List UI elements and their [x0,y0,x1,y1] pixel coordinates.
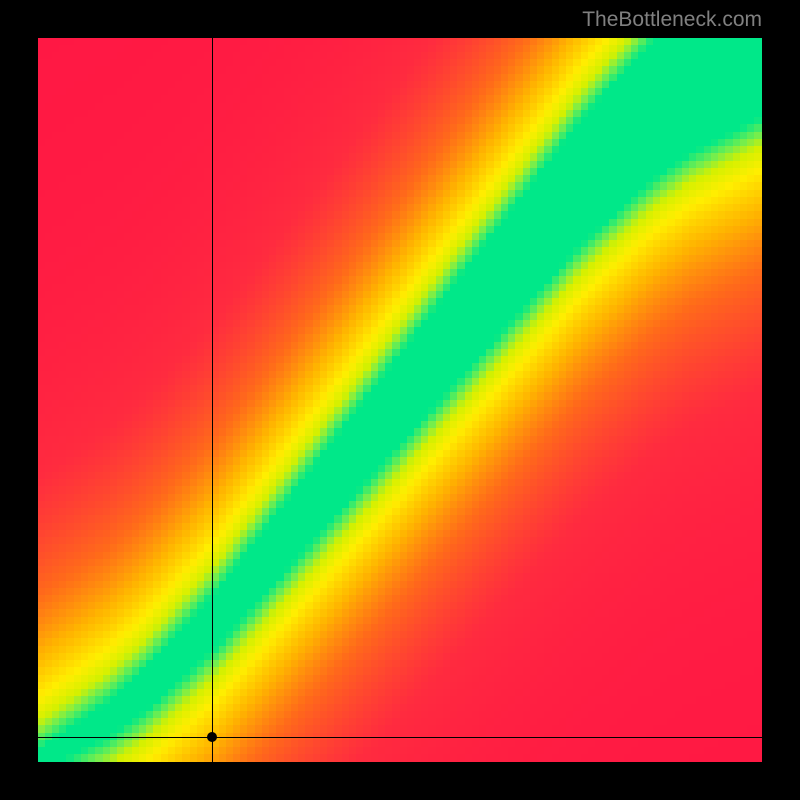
crosshair-vertical-line [212,38,213,762]
heatmap-chart [38,38,762,762]
heatmap-canvas [38,38,762,762]
watermark-text: TheBottleneck.com [582,8,762,32]
crosshair-marker-dot [207,732,217,742]
crosshair-horizontal-line [38,737,762,738]
